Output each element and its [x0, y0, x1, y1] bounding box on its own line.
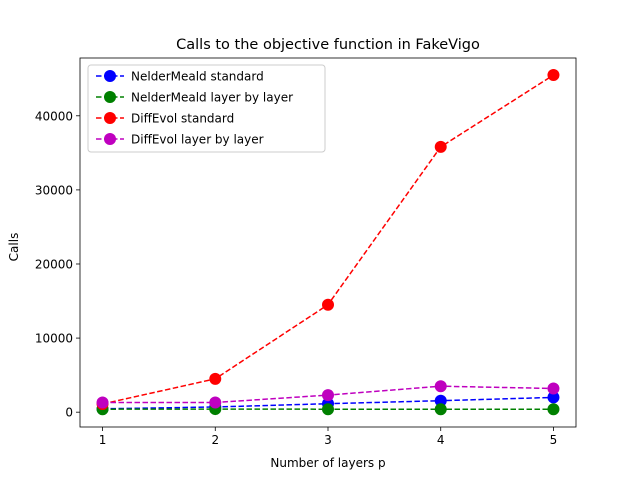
- y-tick-label: 20000: [35, 257, 73, 271]
- data-point: [322, 403, 334, 416]
- data-point: [434, 394, 447, 407]
- legend-marker: [104, 112, 116, 124]
- legend-label: DiffEvol layer by layer: [131, 133, 264, 147]
- data-point: [322, 389, 334, 402]
- legend-marker: [104, 70, 116, 82]
- data-point: [96, 396, 109, 409]
- plot-area: 1 2 3 4 5 0 10000 20000 30000 40000: [35, 57, 577, 447]
- legend-label: NelderMeald standard: [131, 70, 264, 84]
- data-point: [209, 396, 222, 409]
- legend-box: [87, 64, 326, 153]
- y-axis-label: Calls: [7, 233, 21, 262]
- legend-marker: [104, 91, 116, 103]
- legend-label: NelderMeald layer by layer: [131, 91, 293, 105]
- x-tick-label: 2: [211, 433, 219, 447]
- data-point: [434, 403, 447, 416]
- y-tick-label: 10000: [35, 332, 73, 346]
- x-tick-label: 5: [550, 433, 558, 447]
- data-point: [434, 380, 447, 393]
- x-tick-label: 1: [99, 433, 107, 447]
- legend-item-0: NelderMeald standard: [96, 70, 264, 84]
- data-point: [547, 391, 560, 404]
- x-axis-label: Number of layers p: [270, 456, 385, 470]
- series-3: [96, 380, 560, 409]
- y-tick-label: 0: [65, 406, 73, 420]
- data-point: [322, 298, 334, 311]
- legend-item-2: DiffEvol standard: [96, 112, 234, 126]
- axes-frame: [79, 57, 577, 428]
- legend: NelderMeald standard NelderMeald layer by…: [87, 64, 326, 153]
- x-tick-label: 4: [437, 433, 445, 447]
- legend-item-3: DiffEvol layer by layer: [96, 133, 264, 147]
- data-point: [547, 69, 560, 82]
- data-point: [209, 372, 222, 385]
- legend-item-1: NelderMeald layer by layer: [96, 91, 293, 105]
- chart-title: Calls to the objective function in FakeV…: [176, 37, 480, 53]
- y-tick-label: 30000: [35, 183, 73, 197]
- data-point: [434, 140, 447, 153]
- legend-marker: [104, 133, 116, 145]
- data-point: [547, 403, 560, 416]
- data-point: [547, 382, 560, 395]
- x-tick-label: 3: [324, 433, 332, 447]
- legend-label: DiffEvol standard: [131, 112, 234, 126]
- y-tick-label: 40000: [35, 109, 73, 123]
